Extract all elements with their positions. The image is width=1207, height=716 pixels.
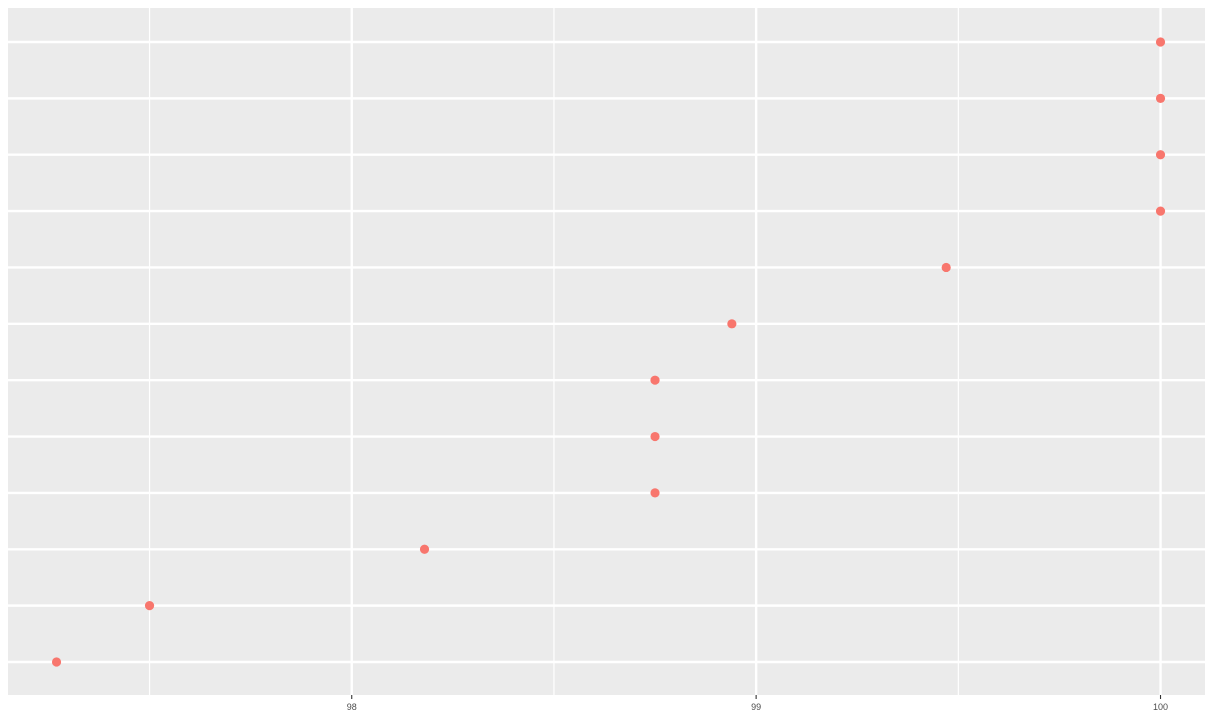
data-point — [650, 488, 660, 498]
x-tick-label: 100 — [1153, 702, 1168, 712]
data-point — [1155, 150, 1166, 160]
major-gridlines — [8, 8, 1205, 695]
x-axis: 98 99 100 — [347, 695, 1168, 712]
data-point — [1155, 206, 1166, 216]
data-point — [650, 431, 660, 442]
data-point — [1155, 93, 1166, 103]
minor-gridlines — [148, 8, 959, 695]
data-point — [650, 375, 660, 385]
data-points — [51, 37, 1166, 667]
data-point — [1155, 37, 1166, 47]
data-point — [419, 544, 430, 554]
x-tick-label: 98 — [347, 702, 357, 712]
data-point — [144, 601, 155, 611]
data-point — [727, 319, 737, 329]
plot-panel — [8, 8, 1205, 695]
data-point — [941, 262, 951, 273]
data-point — [51, 657, 62, 667]
x-tick-label: 99 — [751, 702, 761, 712]
